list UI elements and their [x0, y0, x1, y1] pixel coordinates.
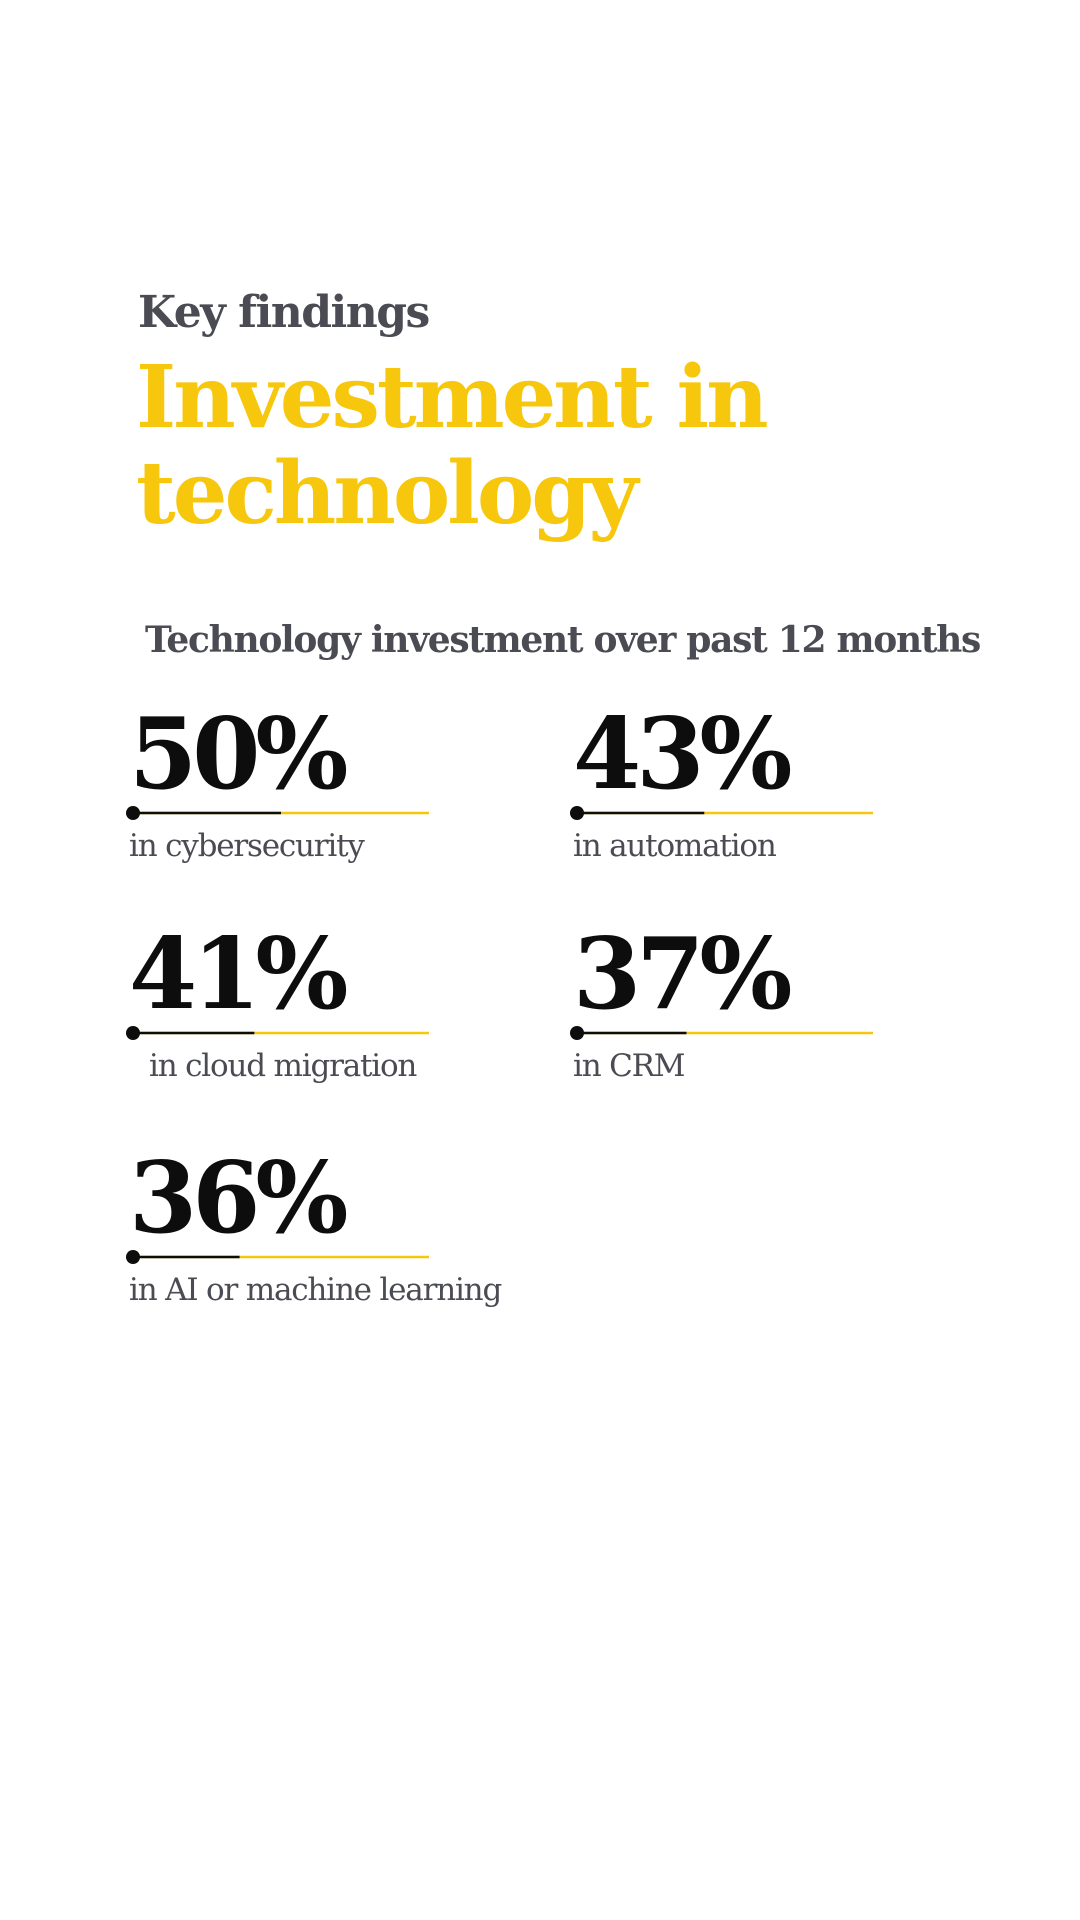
bar-start-dot: [126, 1250, 140, 1264]
chart-title: Technology investment over past 12 month…: [145, 619, 981, 661]
bar-start-dot: [126, 1026, 140, 1040]
stat-value: 37%: [573, 917, 792, 1032]
progress-bar: [126, 1250, 429, 1264]
stat-cloud-migration: 41% in cloud migration: [125, 920, 485, 1110]
stat-value: 41%: [129, 917, 348, 1032]
stat-automation: 43% in automation: [569, 700, 929, 890]
stat-label: in cybersecurity: [129, 828, 365, 864]
stat-value: 36%: [129, 1141, 348, 1256]
stat-label: in automation: [573, 828, 777, 864]
stat-label: in CRM: [573, 1048, 686, 1084]
bar-start-dot: [570, 806, 584, 820]
stat-label: in cloud migration: [149, 1048, 417, 1084]
stat-ai-machine-learning: 36% in AI or machine learning: [125, 1141, 502, 1334]
bar-start-dot: [126, 806, 140, 820]
progress-bar: [570, 806, 873, 820]
bar-start-dot: [570, 1026, 584, 1040]
stat-cybersecurity: 50% in cybersecurity: [125, 700, 485, 890]
progress-bar: [126, 1026, 429, 1040]
progress-bar: [126, 806, 429, 820]
stat-label: in AI or machine learning: [129, 1272, 502, 1308]
page-title: Investment in technology: [136, 347, 769, 544]
stat-value: 50%: [129, 697, 348, 812]
progress-bar: [570, 1026, 873, 1040]
stat-crm: 37% in CRM: [569, 920, 929, 1110]
eyebrow-heading: Key findings: [138, 287, 430, 338]
stat-value: 43%: [573, 697, 792, 812]
